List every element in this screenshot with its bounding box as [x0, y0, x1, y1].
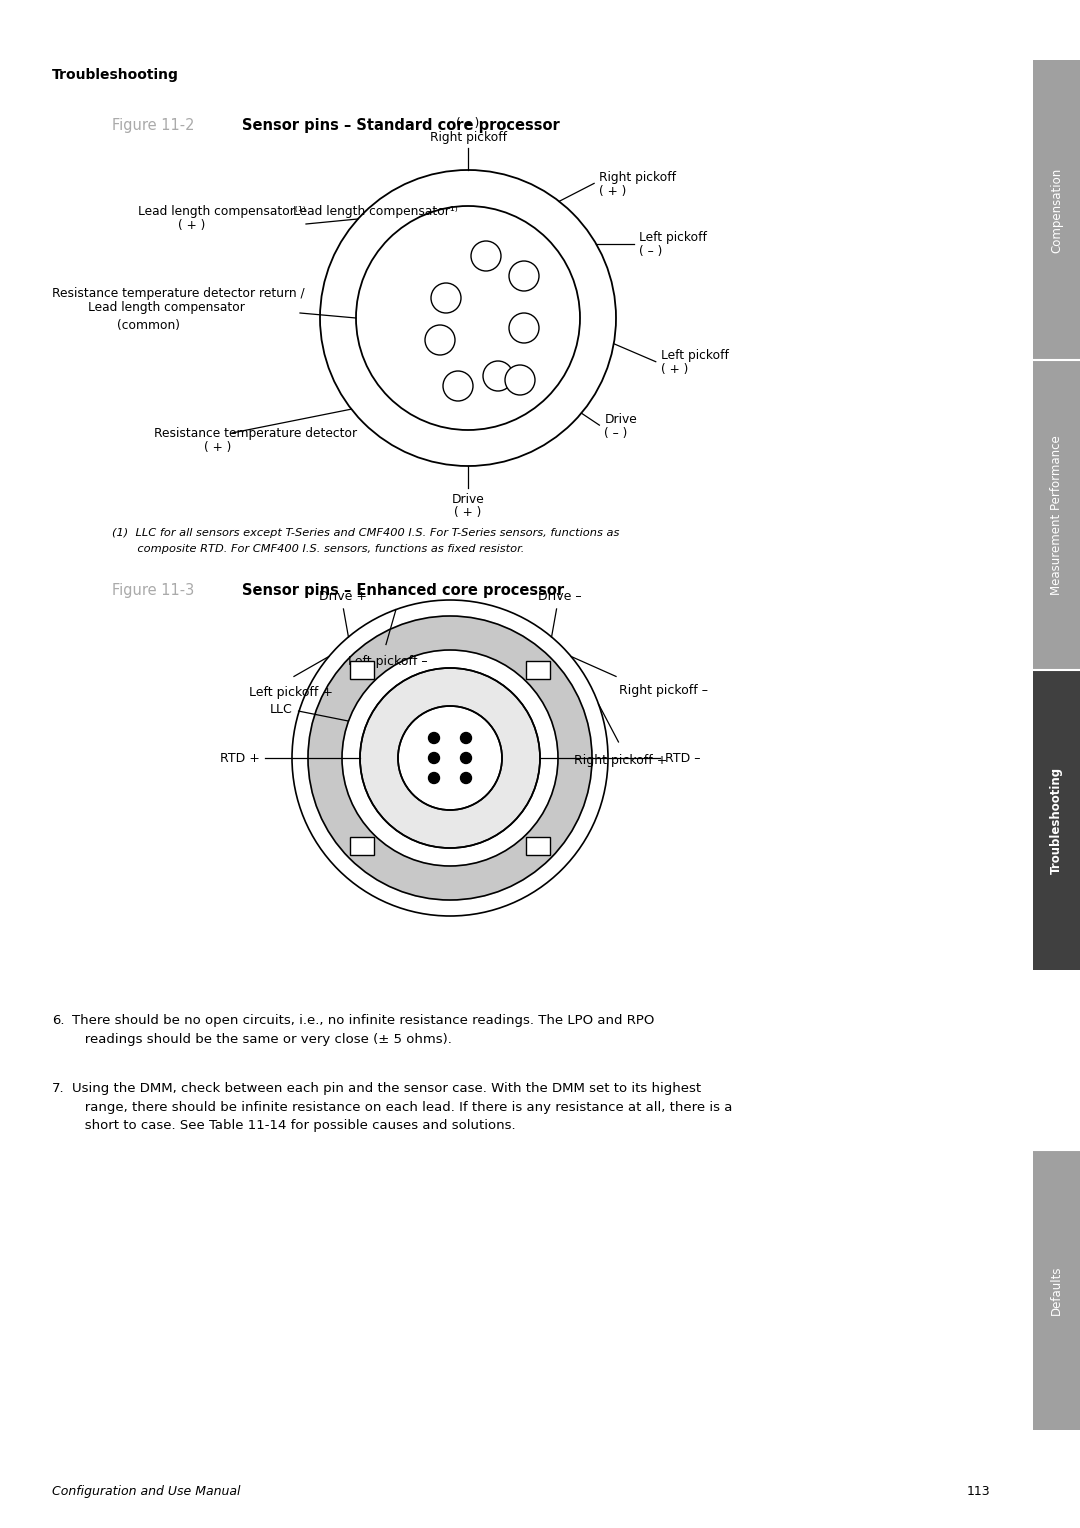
Text: Figure 11-3: Figure 11-3	[112, 584, 194, 597]
Text: composite RTD. For CMF400 I.S. sensors, functions as fixed resistor.: composite RTD. For CMF400 I.S. sensors, …	[112, 544, 525, 555]
Text: (1)  LLC for all sensors except T-Series and CMF400 I.S. For T-Series sensors, f: (1) LLC for all sensors except T-Series …	[112, 529, 619, 538]
Text: RTD +: RTD +	[220, 752, 260, 764]
Text: 113: 113	[967, 1485, 990, 1497]
Text: ( – ): ( – )	[605, 426, 627, 440]
Text: Troubleshooting: Troubleshooting	[52, 69, 179, 83]
Text: 7.: 7.	[52, 1082, 65, 1096]
Bar	[1032, 669, 1080, 970]
Circle shape	[429, 773, 440, 784]
Circle shape	[483, 361, 513, 391]
Bar	[350, 660, 374, 678]
Text: Defaults: Defaults	[1050, 1265, 1063, 1314]
Text: Right pickoff –: Right pickoff –	[619, 685, 708, 697]
Text: LLC: LLC	[270, 703, 293, 715]
Text: Drive: Drive	[451, 494, 484, 506]
Text: Compensation: Compensation	[1050, 168, 1063, 252]
Circle shape	[426, 325, 455, 354]
Polygon shape	[360, 668, 540, 848]
Text: ( – ): ( – )	[639, 246, 662, 258]
Bar	[1032, 60, 1080, 361]
Circle shape	[471, 241, 501, 270]
Text: Measurement Performance: Measurement Performance	[1050, 435, 1063, 594]
Text: Drive: Drive	[605, 413, 637, 426]
Text: Lead length compensator: Lead length compensator	[87, 301, 245, 315]
Text: Configuration and Use Manual: Configuration and Use Manual	[52, 1485, 241, 1497]
Text: Sensor pins – Standard core processor: Sensor pins – Standard core processor	[242, 118, 559, 133]
Circle shape	[460, 773, 472, 784]
Bar	[1032, 1151, 1080, 1430]
Polygon shape	[308, 616, 592, 900]
Circle shape	[429, 752, 440, 764]
Circle shape	[443, 371, 473, 400]
Text: Left pickoff: Left pickoff	[661, 350, 729, 362]
Text: Right pickoff +: Right pickoff +	[573, 753, 667, 767]
Bar	[526, 837, 551, 856]
Text: ( + ): ( + )	[455, 506, 482, 520]
Text: RTD –: RTD –	[665, 752, 701, 764]
Circle shape	[429, 732, 440, 744]
Text: 6.: 6.	[52, 1015, 65, 1027]
Text: (common): (common)	[117, 318, 180, 332]
Text: Resistance temperature detector: Resistance temperature detector	[154, 426, 357, 440]
Circle shape	[505, 365, 535, 396]
Text: ( + ): ( + )	[178, 220, 205, 232]
Text: ( + ): ( + )	[204, 442, 231, 454]
Text: Lead length compensator⁽¹⁾: Lead length compensator⁽¹⁾	[138, 205, 306, 217]
Text: Troubleshooting: Troubleshooting	[1050, 767, 1063, 874]
Text: Figure 11-2: Figure 11-2	[112, 118, 194, 133]
Text: Drive –: Drive –	[538, 590, 581, 604]
Circle shape	[509, 261, 539, 290]
Circle shape	[431, 283, 461, 313]
Circle shape	[460, 752, 472, 764]
Text: Right pickoff: Right pickoff	[430, 131, 507, 144]
Text: ( – ): ( – )	[457, 118, 480, 130]
Text: Left pickoff: Left pickoff	[639, 231, 707, 243]
Circle shape	[509, 313, 539, 342]
Text: ( + ): ( + )	[661, 364, 688, 376]
Text: Drive +: Drive +	[320, 590, 367, 604]
Bar	[1032, 361, 1080, 669]
Text: Left pickoff +: Left pickoff +	[249, 686, 333, 700]
Bar	[350, 837, 374, 856]
Text: Lead length compensator¹⁾: Lead length compensator¹⁾	[293, 205, 458, 217]
Text: Resistance temperature detector return /: Resistance temperature detector return /	[52, 287, 305, 299]
Text: Sensor pins – Enhanced core processor: Sensor pins – Enhanced core processor	[242, 584, 564, 597]
Text: There should be no open circuits, i.e., no infinite resistance readings. The LPO: There should be no open circuits, i.e., …	[72, 1015, 654, 1045]
Bar	[526, 660, 551, 678]
Text: Right pickoff: Right pickoff	[599, 171, 676, 183]
Text: Left pickoff –: Left pickoff –	[348, 654, 428, 668]
Text: ( + ): ( + )	[599, 185, 626, 197]
Circle shape	[460, 732, 472, 744]
Text: Using the DMM, check between each pin and the sensor case. With the DMM set to i: Using the DMM, check between each pin an…	[72, 1082, 732, 1132]
